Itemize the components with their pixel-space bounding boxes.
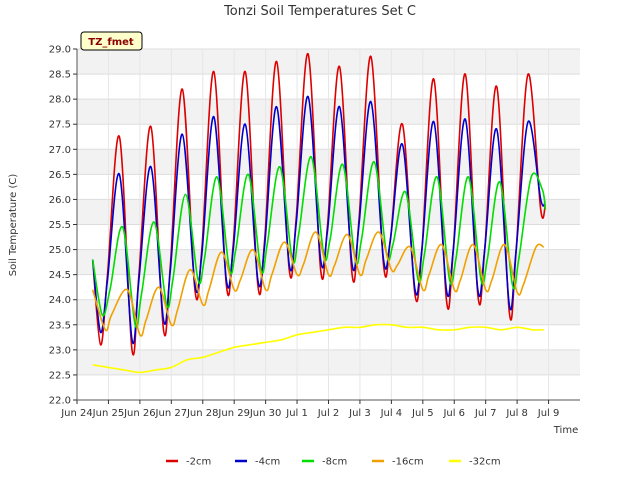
x-tick-label: Jul 2 bbox=[317, 408, 340, 419]
y-tick-label: 27.0 bbox=[49, 145, 71, 156]
chart-title: Tonzi Soil Temperatures Set C bbox=[223, 4, 416, 19]
legend-label: -16cm bbox=[392, 457, 424, 468]
x-tick-label: Jun 26 bbox=[123, 408, 156, 419]
x-tick-label: Jul 1 bbox=[285, 408, 308, 419]
badge-label: TZ_fmet bbox=[88, 37, 134, 48]
x-tick-label: Jul 3 bbox=[348, 408, 371, 419]
y-axis-label: Soil Temperature (C) bbox=[8, 174, 19, 277]
x-axis-label: Time bbox=[553, 425, 578, 436]
y-tick-label: 28.5 bbox=[49, 70, 71, 81]
x-tick-label: Jun 29 bbox=[217, 408, 250, 419]
x-tick-label: Jun 27 bbox=[155, 408, 188, 419]
y-tick-label: 23.5 bbox=[49, 320, 71, 331]
legend-label: -8cm bbox=[322, 457, 347, 468]
y-tick-label: 26.5 bbox=[49, 170, 71, 181]
legend-label: -4cm bbox=[255, 457, 280, 468]
y-tick-label: 23.0 bbox=[49, 345, 71, 356]
y-tick-label: 26.0 bbox=[49, 195, 71, 206]
y-tick-label: 22.0 bbox=[49, 396, 71, 407]
series-group bbox=[91, 53, 547, 374]
y-tick-label: 29.0 bbox=[49, 45, 71, 56]
x-tick-label: Jun 30 bbox=[249, 408, 282, 419]
x-tick-label: Jun 24 bbox=[60, 408, 93, 419]
series-line-32cmcm bbox=[92, 323, 544, 374]
x-tick-label: Jun 25 bbox=[92, 408, 125, 419]
y-tick-label: 22.5 bbox=[49, 370, 71, 381]
y-tick-label: 27.5 bbox=[49, 120, 71, 131]
y-tick-label: 25.0 bbox=[49, 245, 71, 256]
series-line-16cmcm bbox=[91, 231, 545, 337]
ticks: 22.0 22.5 23.0 23.5 24.0 24.5 25.0 25.5 26.0 26.5… bbox=[49, 45, 560, 420]
badge-box bbox=[80, 31, 143, 51]
legend: -2cm -4cm -8cm -16cm -32cm bbox=[166, 457, 501, 468]
y-tick-label: 24.5 bbox=[49, 270, 71, 281]
y-tick-label: 28.0 bbox=[49, 95, 71, 106]
y-tick-label: 25.5 bbox=[49, 220, 71, 231]
x-tick-label: Jul 8 bbox=[505, 408, 528, 419]
legend-label: -32cm bbox=[469, 457, 501, 468]
badge: TZ_fmet bbox=[80, 31, 143, 51]
x-tick-label: Jul 7 bbox=[474, 408, 497, 419]
x-tick-label: Jul 6 bbox=[442, 408, 465, 419]
x-tick-label: Jul 4 bbox=[380, 408, 403, 419]
x-tick-label: Jul 9 bbox=[537, 408, 560, 419]
legend-label: -2cm bbox=[186, 457, 211, 468]
y-tick-label: 24.0 bbox=[49, 295, 71, 306]
x-tick-label: Jun 28 bbox=[186, 408, 219, 419]
x-tick-label: Jul 5 bbox=[411, 408, 434, 419]
